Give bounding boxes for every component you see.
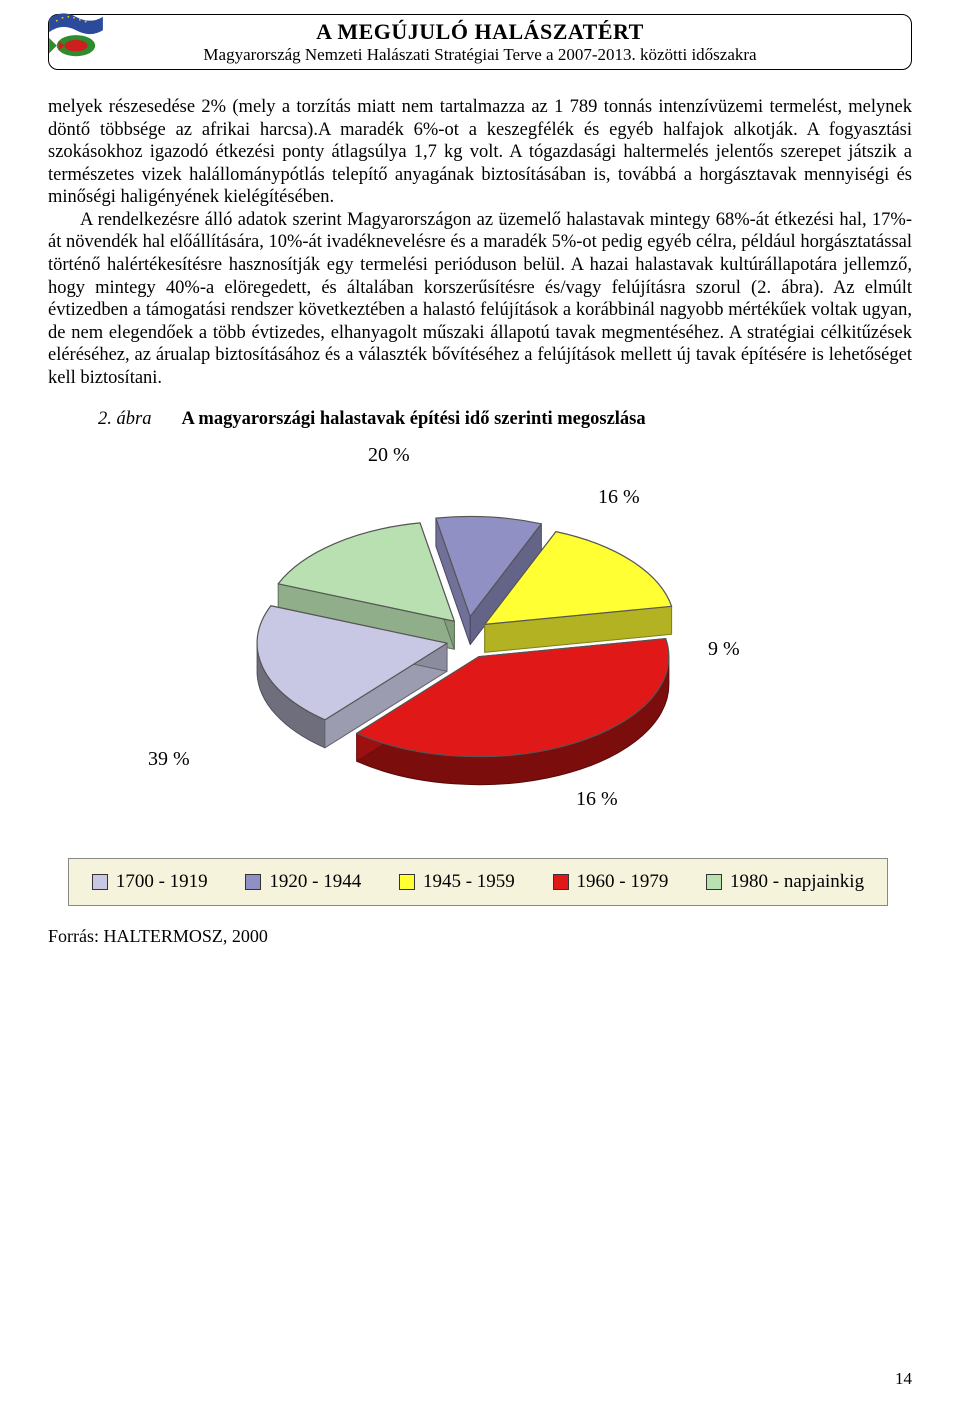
figure-title: A magyarországi halastavak építési idő s… [181, 409, 645, 430]
legend-swatch-icon [399, 874, 415, 890]
pie-slice-label: 39 % [148, 748, 190, 771]
legend-item: 1920 - 1944 [245, 871, 361, 893]
pie-slice-label: 20 % [368, 444, 410, 467]
figure-caption: 2. ábra A magyarországi halastavak építé… [48, 409, 912, 430]
pie-slice-label: 16 % [576, 788, 618, 811]
body-paragraph-2: A rendelkezésre álló adatok szerint Magy… [48, 209, 912, 390]
legend-label: 1945 - 1959 [423, 871, 515, 893]
body-paragraph-1: melyek részesedése 2% (mely a torzítás m… [48, 96, 912, 209]
pie-chart: 20 % 16 % 9 % 16 % 39 % 1700 - 1919 1920 - 19… [68, 438, 888, 906]
legend-label: 1960 - 1979 [577, 871, 669, 893]
pie-chart-svg [68, 438, 888, 838]
pie-slice-label: 16 % [598, 486, 640, 509]
header-subtitle: Magyarország Nemzeti Halászati Stratégia… [57, 45, 903, 65]
legend-label: 1920 - 1944 [269, 871, 361, 893]
legend-label: 1980 - napjainkig [730, 871, 864, 893]
legend-swatch-icon [245, 874, 261, 890]
header-logo-icon [47, 13, 105, 61]
chart-source: Forrás: HALTERMOSZ, 2000 [48, 926, 912, 947]
chart-legend: 1700 - 1919 1920 - 1944 1945 - 1959 1960 - … [68, 858, 888, 906]
legend-item: 1980 - napjainkig [706, 871, 864, 893]
legend-label: 1700 - 1919 [116, 871, 208, 893]
page-header: A MEGÚJULÓ HALÁSZATÉRT Magyarország Nemz… [48, 14, 912, 70]
legend-item: 1960 - 1979 [553, 871, 669, 893]
legend-swatch-icon [706, 874, 722, 890]
pie-slice-label: 9 % [708, 638, 740, 661]
page-number: 14 [895, 1369, 912, 1389]
figure-number: 2. ábra [48, 409, 151, 430]
legend-swatch-icon [92, 874, 108, 890]
legend-item: 1945 - 1959 [399, 871, 515, 893]
legend-swatch-icon [553, 874, 569, 890]
header-title: A MEGÚJULÓ HALÁSZATÉRT [57, 19, 903, 45]
legend-item: 1700 - 1919 [92, 871, 208, 893]
